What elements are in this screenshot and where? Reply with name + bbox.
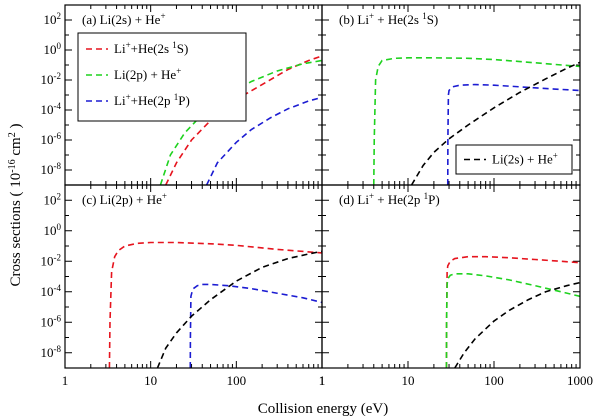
- y-tick-label: 102: [44, 11, 62, 27]
- y-tick-label: 10-2: [41, 71, 62, 87]
- panel-a: 102 100 10-2 10-4 10-6 10-8 (a) Li(2s) + He+ Li…: [41, 4, 323, 186]
- series-d-black: [454, 281, 580, 368]
- legend-box: [77, 32, 247, 122]
- y-tick-label: 10-8: [41, 161, 62, 177]
- panel-frame: [321, 184, 581, 369]
- x-tick-label: 1: [319, 373, 326, 388]
- panel-b: (b) Li+ + He(2s 1S) Li(2s) + He+: [321, 4, 581, 186]
- x-tick-label: 100: [484, 373, 504, 388]
- series-c-red: [108, 241, 322, 368]
- legend-entry: Li++He(2s 1S): [114, 40, 188, 56]
- series-a-blue: [205, 96, 322, 185]
- y-axis-label: Cross sections ( 10-16 cm2 ): [7, 124, 25, 287]
- y-tick-label: 10-6: [41, 131, 62, 147]
- legend-entry: Li(2p) + He+: [114, 66, 181, 82]
- panels-layer: 102 100 10-2 10-4 10-6 10-8 (a) Li(2s) + He+ Li…: [41, 4, 593, 388]
- panel-d: 1 10 100 1000 (d) Li+ + He(2p 1P): [319, 184, 593, 388]
- series-d-green: [445, 273, 580, 368]
- y-tick-label: 10-4: [41, 283, 62, 299]
- y-tick-label: 100: [44, 41, 62, 57]
- x-tick-label: 1000: [567, 373, 593, 388]
- series-c-blue: [189, 283, 322, 368]
- legend-entry: Li++He(2p 1P): [114, 92, 190, 108]
- y-tick-label: 100: [44, 222, 62, 238]
- x-tick-label: 10: [402, 373, 415, 388]
- x-axis-label: Collision energy (eV): [258, 401, 389, 417]
- series-c-black: [156, 250, 322, 368]
- panel-frame: [64, 184, 323, 369]
- y-tick-label: 10-4: [41, 101, 62, 117]
- panel-title: (b) Li+ + He(2s 1S): [339, 11, 438, 27]
- x-tick-label: 1: [62, 373, 69, 388]
- y-tick-label: 10-6: [41, 313, 62, 329]
- y-tick-label: 102: [44, 191, 62, 207]
- x-tick-label: 100: [227, 373, 247, 388]
- series-b-green: [372, 57, 580, 185]
- x-tick-label: 10: [144, 373, 157, 388]
- y-tick-label: 10-8: [41, 344, 62, 360]
- panel-title: (a) Li(2s) + He+: [82, 11, 166, 27]
- series-b-blue: [446, 83, 580, 185]
- y-tick-label: 10-2: [41, 252, 62, 268]
- series-b-black: [410, 61, 580, 185]
- x-tick-label: 1: [319, 373, 326, 388]
- panel-title: (d) Li+ + He(2p 1P): [339, 191, 440, 207]
- panel-title: (c) Li(2p) + He+: [82, 191, 167, 207]
- legend-entry: Li(2s) + He+: [492, 151, 558, 167]
